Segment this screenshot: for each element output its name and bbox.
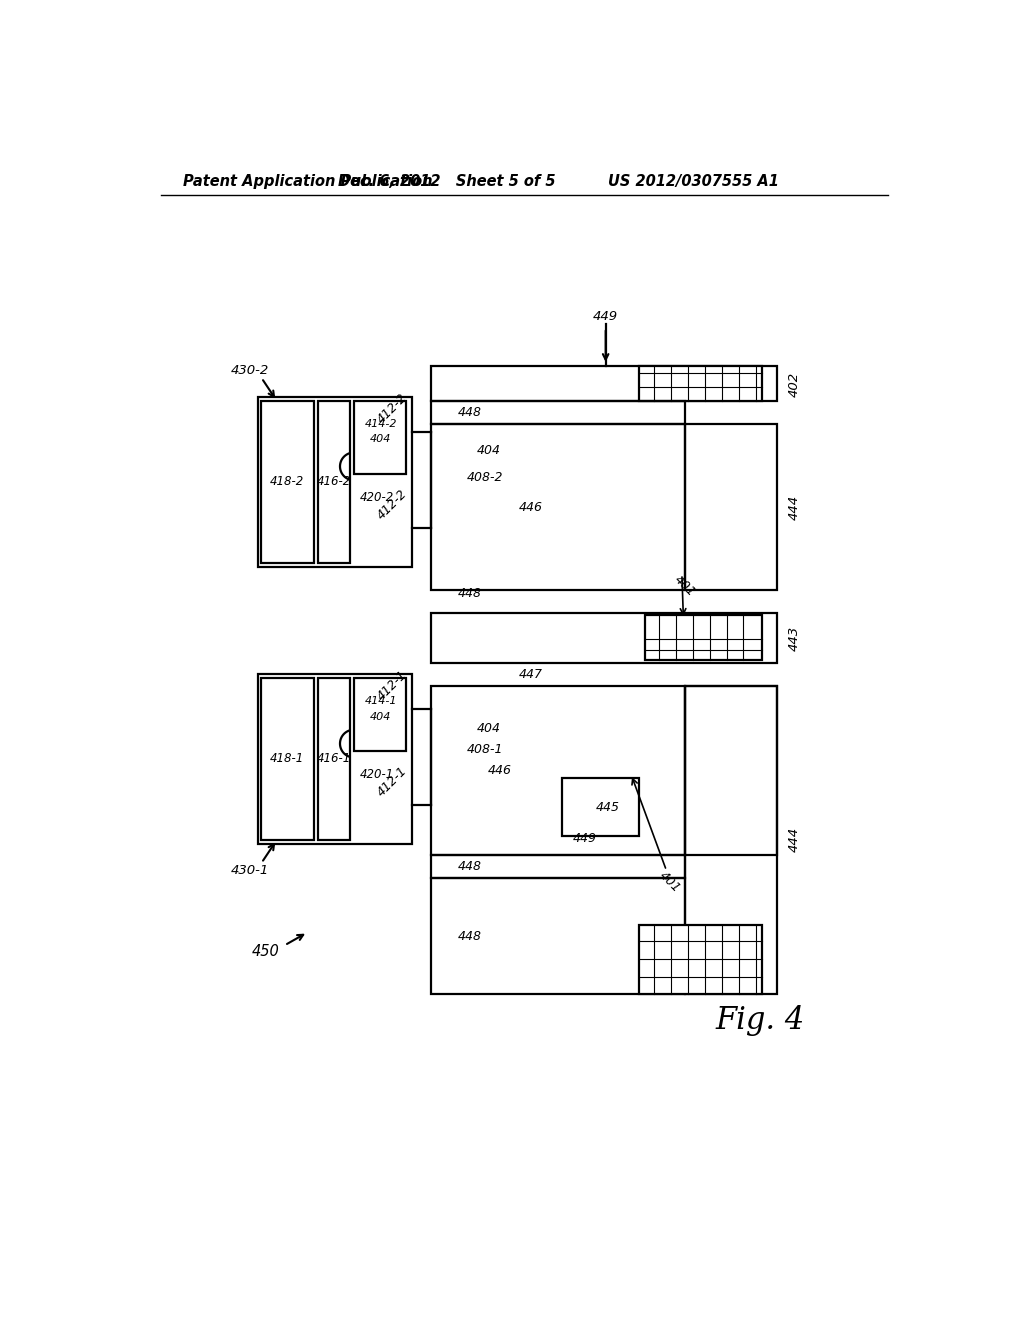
Text: 446: 446 — [519, 500, 543, 513]
Text: 450: 450 — [252, 944, 280, 960]
Text: US 2012/0307555 A1: US 2012/0307555 A1 — [608, 174, 779, 189]
Text: 418-2: 418-2 — [269, 475, 304, 488]
Text: 430-2: 430-2 — [230, 363, 269, 376]
Bar — [258, 675, 412, 843]
Bar — [261, 678, 313, 840]
Text: 445: 445 — [596, 801, 620, 814]
Text: 404: 404 — [476, 722, 501, 735]
Text: 416-2: 416-2 — [316, 475, 351, 488]
Text: 412-2: 412-2 — [375, 391, 410, 426]
Text: 412-1: 412-1 — [375, 764, 410, 800]
Bar — [685, 686, 777, 855]
Text: 416-1: 416-1 — [316, 752, 351, 766]
Bar — [685, 424, 777, 590]
Text: 444: 444 — [787, 495, 801, 520]
Text: Patent Application Publication: Patent Application Publication — [183, 174, 432, 189]
Text: 412-2: 412-2 — [375, 487, 410, 523]
Bar — [431, 401, 685, 424]
Bar — [431, 424, 685, 590]
Bar — [639, 924, 762, 994]
Text: 418-1: 418-1 — [269, 752, 304, 766]
Bar — [317, 401, 350, 562]
Text: 444: 444 — [787, 828, 801, 853]
Text: 449: 449 — [593, 310, 618, 323]
Bar — [354, 678, 407, 751]
Bar — [317, 678, 350, 840]
Bar — [645, 615, 762, 660]
Bar — [562, 779, 639, 836]
Bar — [431, 367, 777, 401]
Bar — [354, 401, 407, 474]
Text: 430-1: 430-1 — [230, 865, 269, 878]
Text: 443: 443 — [787, 626, 801, 651]
Text: 401: 401 — [672, 573, 698, 599]
Text: 449: 449 — [572, 832, 597, 845]
Text: 402: 402 — [787, 371, 801, 396]
Text: 448: 448 — [458, 587, 481, 601]
Bar — [431, 686, 685, 855]
Text: 404: 404 — [476, 445, 501, 458]
Bar — [431, 612, 777, 663]
Text: Dec. 6, 2012   Sheet 5 of 5: Dec. 6, 2012 Sheet 5 of 5 — [338, 174, 555, 189]
Bar — [258, 397, 412, 566]
Bar — [685, 686, 777, 994]
Text: 420-1: 420-1 — [359, 768, 394, 781]
Text: 404: 404 — [370, 434, 391, 445]
Text: 448: 448 — [458, 861, 481, 874]
Text: 408-2: 408-2 — [467, 471, 503, 484]
Bar — [261, 401, 313, 562]
Text: 401: 401 — [656, 869, 683, 895]
Bar — [639, 367, 762, 401]
Bar — [431, 855, 685, 878]
Text: 420-2: 420-2 — [359, 491, 394, 504]
Text: 447: 447 — [519, 668, 543, 681]
Text: 404: 404 — [370, 711, 391, 722]
Text: Fig. 4: Fig. 4 — [716, 1006, 805, 1036]
Text: 414-2: 414-2 — [365, 418, 397, 429]
Text: 412-1: 412-1 — [375, 668, 410, 704]
Text: 414-1: 414-1 — [365, 696, 397, 706]
Bar — [431, 878, 685, 994]
Text: 448: 448 — [458, 929, 481, 942]
Text: 446: 446 — [488, 764, 512, 777]
Text: 408-1: 408-1 — [467, 743, 503, 756]
Text: 448: 448 — [458, 407, 481, 418]
